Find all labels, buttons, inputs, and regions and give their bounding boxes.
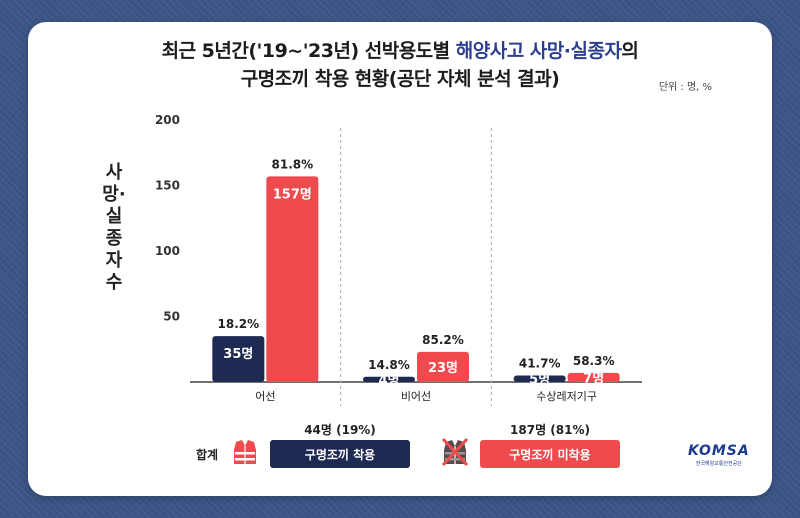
komsa-logo: KOMSA 한국해양교통안전공단: [688, 443, 750, 467]
unit-label: 단위 : 명, %: [658, 82, 712, 93]
bar-value-label: 4명: [378, 372, 399, 388]
bar-not-worn: [266, 176, 319, 382]
x-tick-label: 비어선: [401, 390, 431, 403]
legend-not-worn-value: 187명 (81%): [510, 423, 590, 437]
chart-card: [28, 22, 772, 496]
logo-name: KOMSA: [688, 443, 750, 459]
x-tick-label: 어선: [255, 390, 275, 403]
y-tick-label: 100: [155, 244, 180, 258]
y-tick-label: 200: [155, 113, 180, 127]
y-tick-label: 50: [163, 310, 180, 324]
bar-value-label: 157명: [273, 186, 312, 202]
bar-percent-label: 41.7%: [519, 356, 561, 370]
bar-value-label: 5명: [529, 372, 550, 388]
chart-title-line2: 구명조끼 착용 현황(공단 자체 분석 결과): [240, 68, 560, 90]
bar-percent-label: 58.3%: [573, 354, 615, 368]
bar-not-worn: [417, 351, 469, 382]
bar-percent-label: 14.8%: [368, 358, 410, 372]
life-vest-crossed-icon: [442, 438, 468, 466]
legend-worn-value: 44명 (19%): [304, 423, 376, 437]
bar-percent-label: 81.8%: [272, 157, 314, 171]
bar-value-label: 7명: [583, 370, 604, 386]
legend-total-label: 합계: [196, 448, 219, 462]
bar-percent-label: 18.2%: [218, 317, 260, 331]
y-axis-label: 사망·실종자 수: [102, 162, 126, 293]
bar-worn: [513, 375, 566, 382]
bar-percent-label: 85.2%: [422, 333, 464, 347]
legend-not-worn-button: 구명조끼 미착용: [480, 440, 620, 468]
logo-subtitle: 한국해양교통안전공단: [695, 461, 742, 467]
bar-value-label: 35명: [223, 346, 253, 362]
chart-title-line1: 최근 5년간('19~'23년) 선박용도별 해양사고 사망·실종자의: [161, 40, 639, 62]
bar-value-label: 23명: [428, 360, 458, 376]
bar-worn: [363, 376, 415, 382]
bar-not-worn: [567, 372, 620, 382]
y-tick-label: 150: [155, 179, 180, 193]
life-vest-icon: [234, 440, 256, 464]
legend-worn-button: 구명조끼 착용: [270, 440, 410, 468]
x-tick-label: 수상레저기구: [536, 390, 597, 403]
bar-worn: [212, 336, 265, 382]
